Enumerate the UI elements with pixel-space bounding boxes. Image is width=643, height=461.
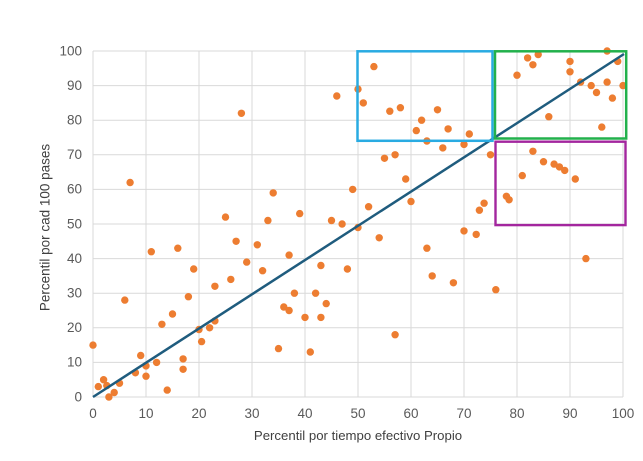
- svg-text:10: 10: [67, 355, 82, 370]
- svg-text:30: 30: [244, 406, 259, 421]
- svg-text:90: 90: [562, 406, 577, 421]
- svg-text:10: 10: [138, 406, 153, 421]
- svg-text:0: 0: [89, 406, 97, 421]
- svg-text:20: 20: [67, 320, 82, 335]
- svg-text:70: 70: [67, 147, 82, 162]
- svg-text:Percentil por tiempo efectivo: Percentil por tiempo efectivo Propio: [254, 428, 462, 443]
- svg-text:50: 50: [67, 216, 82, 231]
- svg-text:80: 80: [509, 406, 524, 421]
- svg-text:100: 100: [59, 43, 82, 58]
- svg-text:30: 30: [67, 286, 82, 301]
- svg-text:100: 100: [612, 406, 635, 421]
- svg-text:40: 40: [67, 251, 82, 266]
- svg-text:50: 50: [350, 406, 365, 421]
- svg-text:70: 70: [456, 406, 471, 421]
- svg-text:60: 60: [403, 406, 418, 421]
- svg-text:60: 60: [67, 182, 82, 197]
- svg-text:Percentil por cad 100 pases: Percentil por cad 100 pases: [38, 144, 53, 312]
- svg-text:80: 80: [67, 113, 82, 128]
- svg-text:40: 40: [297, 406, 312, 421]
- svg-text:0: 0: [74, 389, 82, 404]
- svg-text:90: 90: [67, 78, 82, 93]
- svg-text:20: 20: [191, 406, 206, 421]
